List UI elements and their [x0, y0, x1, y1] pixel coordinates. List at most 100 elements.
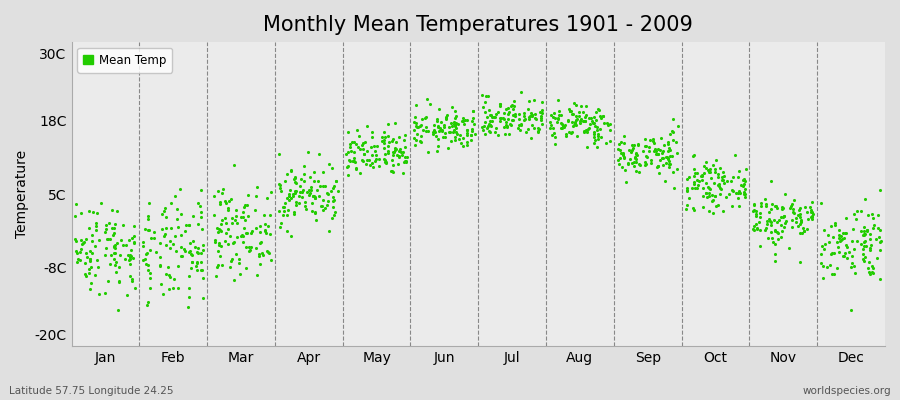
- Point: [793, 259, 807, 265]
- Point: [827, 222, 842, 228]
- Point: [169, 206, 184, 212]
- Point: [631, 142, 645, 148]
- Point: [410, 102, 424, 108]
- Point: [82, 225, 96, 231]
- Point: [702, 185, 716, 191]
- Point: [374, 138, 389, 144]
- Point: [697, 163, 711, 169]
- Point: [482, 127, 496, 134]
- Point: [627, 163, 642, 169]
- Point: [174, 253, 188, 259]
- Point: [662, 152, 677, 159]
- Point: [123, 255, 138, 262]
- Point: [561, 118, 575, 124]
- Point: [731, 174, 745, 180]
- Point: [572, 118, 587, 124]
- Point: [837, 250, 851, 257]
- Point: [103, 261, 117, 268]
- Point: [782, 244, 796, 251]
- Point: [687, 181, 701, 187]
- Point: [534, 117, 548, 123]
- Point: [122, 252, 136, 258]
- Point: [504, 102, 518, 109]
- Point: [140, 301, 155, 308]
- Point: [127, 223, 141, 229]
- Point: [765, 235, 779, 241]
- Point: [770, 219, 785, 225]
- Point: [816, 246, 831, 252]
- Point: [849, 216, 863, 222]
- Point: [107, 225, 122, 231]
- Point: [712, 183, 726, 189]
- Point: [478, 131, 492, 137]
- Point: [90, 263, 104, 270]
- Point: [526, 125, 541, 131]
- Point: [235, 214, 249, 220]
- Point: [512, 127, 526, 134]
- Point: [237, 204, 251, 210]
- Point: [862, 259, 877, 266]
- Point: [585, 120, 599, 126]
- Point: [97, 290, 112, 296]
- Point: [652, 147, 667, 153]
- Point: [762, 216, 777, 223]
- Point: [577, 118, 591, 124]
- Point: [386, 149, 400, 155]
- Point: [862, 270, 877, 277]
- Point: [751, 224, 765, 231]
- Point: [464, 137, 478, 144]
- Point: [551, 114, 565, 121]
- Point: [284, 168, 298, 174]
- Point: [715, 174, 729, 180]
- Point: [442, 124, 456, 130]
- Point: [159, 242, 174, 248]
- Point: [329, 178, 344, 184]
- Point: [232, 256, 247, 262]
- Point: [83, 256, 97, 263]
- Point: [514, 89, 528, 95]
- Point: [122, 260, 137, 267]
- Point: [377, 134, 392, 140]
- Point: [688, 166, 702, 172]
- Point: [307, 169, 321, 176]
- Point: [827, 271, 842, 277]
- Point: [499, 106, 513, 112]
- Point: [814, 260, 828, 267]
- Point: [617, 167, 632, 173]
- Point: [687, 173, 701, 179]
- Point: [697, 204, 711, 210]
- Point: [171, 263, 185, 270]
- Point: [616, 151, 630, 157]
- Point: [225, 256, 239, 262]
- Point: [386, 149, 400, 155]
- Point: [506, 105, 520, 112]
- Point: [316, 207, 330, 213]
- Point: [836, 230, 850, 236]
- Point: [289, 202, 303, 208]
- Point: [796, 228, 811, 234]
- Point: [219, 230, 233, 236]
- Point: [773, 222, 788, 228]
- Point: [185, 259, 200, 266]
- Point: [786, 206, 800, 213]
- Point: [460, 126, 474, 133]
- Point: [632, 169, 646, 176]
- Point: [194, 259, 208, 265]
- Point: [346, 149, 361, 155]
- Point: [360, 123, 374, 130]
- Point: [858, 196, 872, 202]
- Point: [395, 152, 410, 158]
- Point: [732, 168, 746, 174]
- Point: [230, 207, 244, 213]
- Point: [178, 222, 193, 228]
- Point: [785, 217, 799, 223]
- Point: [793, 205, 807, 211]
- Point: [340, 163, 355, 169]
- Point: [244, 244, 258, 250]
- Point: [763, 178, 778, 184]
- Point: [167, 193, 182, 199]
- Point: [364, 144, 378, 150]
- Point: [236, 209, 250, 215]
- Point: [376, 144, 391, 151]
- Point: [564, 107, 579, 114]
